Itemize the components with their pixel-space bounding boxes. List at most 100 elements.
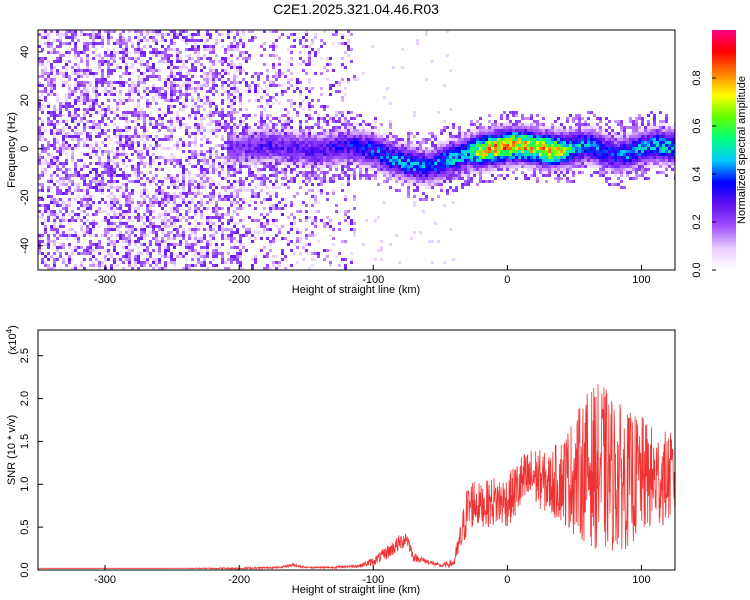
heatmap-cell bbox=[365, 165, 368, 168]
heatmap-cell bbox=[44, 90, 47, 93]
heatmap-cell bbox=[110, 222, 113, 225]
heatmap-cell bbox=[65, 30, 68, 33]
heatmap-cell bbox=[194, 150, 197, 153]
heatmap-cell bbox=[122, 267, 125, 270]
heatmap-cell bbox=[188, 48, 191, 51]
heatmap-cell bbox=[212, 216, 215, 219]
heatmap-cell bbox=[230, 54, 233, 57]
heatmap-cell bbox=[197, 252, 200, 255]
heatmap-cell bbox=[299, 129, 302, 132]
heatmap-cell bbox=[182, 252, 185, 255]
heatmap-cell bbox=[155, 156, 158, 159]
heatmap-cell bbox=[125, 156, 128, 159]
heatmap-cell bbox=[263, 255, 266, 258]
heatmap-cell bbox=[353, 159, 356, 162]
heatmap-cell bbox=[182, 228, 185, 231]
heatmap-cell bbox=[230, 120, 233, 123]
heatmap-cell bbox=[203, 135, 206, 138]
heatmap-cell bbox=[500, 126, 503, 129]
heatmap-cell bbox=[299, 240, 302, 243]
heatmap-cell bbox=[371, 168, 374, 171]
heatmap-cell bbox=[155, 75, 158, 78]
heatmap-cell bbox=[134, 30, 137, 33]
heatmap-cell bbox=[200, 123, 203, 126]
heatmap-cell bbox=[329, 153, 332, 156]
heatmap-cell bbox=[254, 207, 257, 210]
heatmap-cell bbox=[266, 153, 269, 156]
heatmap-cell bbox=[428, 153, 431, 156]
heatmap-cell bbox=[464, 180, 467, 183]
heatmap-cell bbox=[263, 180, 266, 183]
heatmap-cell bbox=[284, 204, 287, 207]
heatmap-cell bbox=[401, 165, 404, 168]
heatmap-cell bbox=[212, 111, 215, 114]
heatmap-cell bbox=[350, 126, 353, 129]
heatmap-cell bbox=[71, 174, 74, 177]
heatmap-cell bbox=[164, 249, 167, 252]
heatmap-cell bbox=[413, 201, 416, 204]
heatmap-cell bbox=[485, 141, 488, 144]
heatmap-cell bbox=[167, 186, 170, 189]
heatmap-cell bbox=[467, 171, 470, 174]
heatmap-cell bbox=[287, 138, 290, 141]
heatmap-cell bbox=[128, 90, 131, 93]
heatmap-cell bbox=[353, 126, 356, 129]
heatmap-cell bbox=[92, 255, 95, 258]
heatmap-cell bbox=[134, 150, 137, 153]
heatmap-cell bbox=[470, 150, 473, 153]
heatmap-cell bbox=[155, 189, 158, 192]
heatmap-cell bbox=[173, 219, 176, 222]
heatmap-cell bbox=[53, 135, 56, 138]
heatmap-cell bbox=[284, 267, 287, 270]
heatmap-cell bbox=[185, 213, 188, 216]
heatmap-cell bbox=[419, 183, 422, 186]
heatmap-cell bbox=[209, 234, 212, 237]
heatmap-cell bbox=[68, 258, 71, 261]
heatmap-cell bbox=[182, 36, 185, 39]
heatmap-cell bbox=[203, 234, 206, 237]
heatmap-cell bbox=[260, 72, 263, 75]
heatmap-cell bbox=[482, 153, 485, 156]
heatmap-cell bbox=[398, 141, 401, 144]
heatmap-cell bbox=[194, 255, 197, 258]
heatmap-cell bbox=[269, 150, 272, 153]
heatmap-cell bbox=[170, 261, 173, 264]
heatmap-cell bbox=[317, 168, 320, 171]
heatmap-cell bbox=[98, 54, 101, 57]
heatmap-cell bbox=[221, 195, 224, 198]
heatmap-cell bbox=[167, 99, 170, 102]
heatmap-cell bbox=[134, 207, 137, 210]
heatmap-cell bbox=[296, 237, 299, 240]
heatmap-cell bbox=[467, 165, 470, 168]
heatmap-cell bbox=[101, 72, 104, 75]
heatmap-cell bbox=[125, 252, 128, 255]
heatmap-cell bbox=[350, 156, 353, 159]
heatmap-cell bbox=[377, 171, 380, 174]
heatmap-cell bbox=[308, 162, 311, 165]
heatmap-cell bbox=[302, 147, 305, 150]
heatmap-cell bbox=[233, 36, 236, 39]
heatmap-cell bbox=[65, 123, 68, 126]
heatmap-cell bbox=[365, 141, 368, 144]
heatmap-cell bbox=[131, 201, 134, 204]
heatmap-cell bbox=[155, 234, 158, 237]
heatmap-cell bbox=[236, 249, 239, 252]
heatmap-cell bbox=[161, 87, 164, 90]
heatmap-cell bbox=[233, 246, 236, 249]
heatmap-cell bbox=[263, 48, 266, 51]
heatmap-cell bbox=[287, 81, 290, 84]
heatmap-cell bbox=[248, 114, 251, 117]
heatmap-cell bbox=[188, 33, 191, 36]
heatmap-cell bbox=[254, 123, 257, 126]
heatmap-cell bbox=[266, 219, 269, 222]
heatmap-cell bbox=[488, 126, 491, 129]
heatmap-cell bbox=[71, 30, 74, 33]
heatmap-cell bbox=[323, 162, 326, 165]
heatmap-cell bbox=[110, 69, 113, 72]
heatmap-cell bbox=[302, 162, 305, 165]
heatmap-cell bbox=[212, 180, 215, 183]
heatmap-cell bbox=[311, 156, 314, 159]
heatmap-cell bbox=[164, 219, 167, 222]
heatmap-cell bbox=[347, 123, 350, 126]
heatmap-cell bbox=[215, 126, 218, 129]
